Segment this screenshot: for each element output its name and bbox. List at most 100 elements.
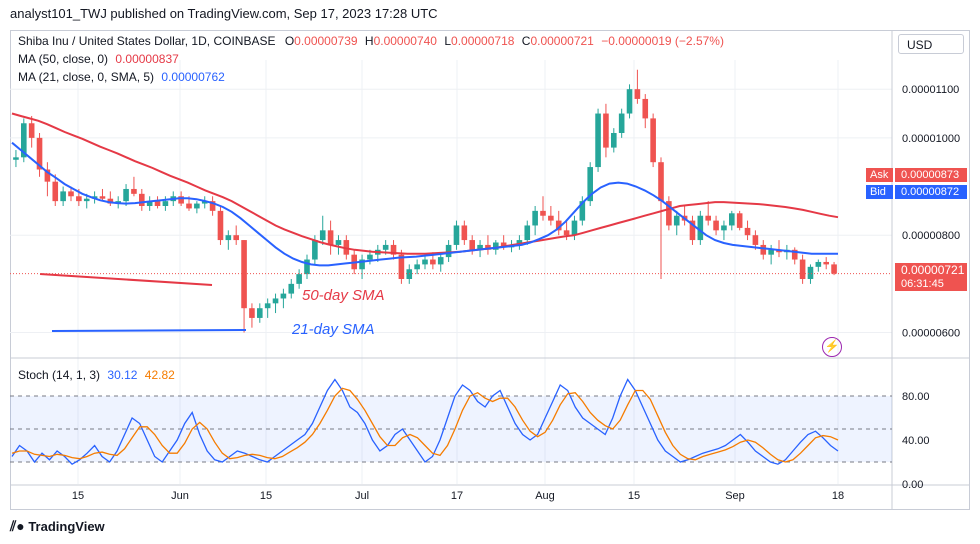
candle-body: [729, 213, 735, 226]
close-label: C: [521, 34, 531, 48]
candle-body: [532, 210, 538, 226]
candle-body: [83, 198, 90, 202]
price-tick-label: 0.00000600: [902, 328, 960, 340]
candle-body: [36, 137, 43, 170]
stoch-k-value: 30.12: [107, 368, 138, 382]
candle-body: [815, 261, 822, 267]
candle-body: [60, 191, 66, 202]
open-label: O: [284, 34, 295, 48]
candle-body: [367, 254, 373, 260]
high-value: 0.00000740: [373, 34, 437, 48]
tradingview-logo[interactable]: ⫽● TradingView: [10, 518, 105, 535]
currency-button[interactable]: USD: [898, 34, 964, 54]
sma21-line: [11, 141, 838, 267]
candle-body: [437, 257, 444, 265]
candle-body: [760, 244, 767, 255]
close-value: 0.00000721: [530, 34, 594, 48]
footer-brand: TradingView: [28, 519, 105, 534]
candle-body: [225, 235, 232, 241]
candle-body: [131, 188, 137, 194]
candle-body: [146, 201, 153, 206]
candle-body: [721, 225, 727, 231]
candle-body: [477, 244, 483, 250]
time-tick-label: 15: [72, 490, 84, 502]
candle-body: [524, 225, 531, 241]
candle-body: [587, 167, 593, 202]
time-tick-label: Jun: [171, 490, 189, 502]
candle-body: [823, 261, 829, 265]
chart-frame: [10, 30, 970, 510]
candle-body: [217, 210, 224, 241]
time-tick-label: Jul: [355, 490, 369, 502]
candle-body: [194, 203, 200, 209]
stoch-tick-label: 80.00: [902, 391, 930, 403]
ma50-label: MA (50, close, 0): [18, 52, 109, 66]
low-label: L: [444, 34, 452, 48]
candle-body: [288, 283, 295, 294]
ma50-legend[interactable]: MA (50, close, 0) 0.00000837: [18, 52, 179, 66]
sma21-annotation: 21-day SMA: [291, 321, 375, 338]
candle-body: [650, 118, 656, 163]
candle-body: [768, 249, 774, 255]
price-tick-label: 0.00001100: [902, 84, 959, 96]
candle-body: [516, 240, 523, 245]
stoch-legend[interactable]: Stoch (14, 1, 3) 30.12 42.82: [18, 368, 175, 382]
candle-body: [272, 298, 279, 304]
candle-body: [445, 244, 452, 258]
candle-body: [642, 98, 649, 119]
time-tick-label: 18: [832, 490, 844, 502]
open-value: 0.00000739: [294, 34, 358, 48]
sma50-line: [11, 112, 839, 255]
candle-body: [453, 225, 460, 245]
candle-body: [422, 259, 428, 265]
candle-countdown: 06:31:45: [895, 277, 967, 291]
red-trendline: [39, 273, 213, 286]
candle-body: [382, 244, 389, 250]
change-value: −0.00000019 (−2.57%): [601, 34, 724, 48]
candle-body: [398, 254, 405, 279]
candle-body: [280, 293, 287, 299]
candle-body: [540, 210, 546, 216]
bid-label: Bid: [866, 185, 893, 199]
candle-body: [469, 240, 475, 250]
tradingview-logo-icon: ⫽●: [10, 518, 25, 534]
ma21-legend[interactable]: MA (21, close, 0, SMA, 5) 0.00000762: [18, 70, 225, 84]
candle-body: [791, 249, 798, 260]
stoch-k-line: [11, 378, 839, 466]
candle-body: [493, 242, 499, 250]
publisher-line: analyst101_TWJ published on TradingView.…: [10, 6, 438, 21]
stoch-d-value: 42.82: [144, 368, 175, 382]
candle-body: [744, 227, 751, 236]
candle-body: [736, 213, 743, 228]
candle-body: [264, 303, 271, 309]
candle-body: [500, 242, 507, 248]
price-legend: Shiba Inu / United States Dollar, 1D, CO…: [18, 34, 724, 48]
bid-value: 0.00000872: [895, 185, 967, 199]
candle-body: [201, 201, 208, 204]
stoch-tick-label: 40.00: [902, 435, 930, 447]
stoch-label: Stoch (14, 1, 3): [18, 368, 101, 382]
symbol-title[interactable]: Shiba Inu / United States Dollar, 1D, CO…: [18, 34, 276, 48]
candle-body: [52, 181, 59, 202]
candle-body: [485, 244, 491, 250]
flash-icon[interactable]: ⚡: [822, 337, 842, 357]
stoch-tick-label: 0.00: [902, 479, 923, 491]
candle-body: [713, 220, 719, 231]
time-tick-label: 15: [260, 490, 272, 502]
ma50-value: 0.00000837: [115, 52, 179, 66]
candle-body: [178, 196, 184, 204]
stoch-d-line: [11, 387, 839, 463]
candle-body: [123, 188, 129, 202]
candle-body: [595, 113, 601, 168]
candle-body: [162, 201, 169, 206]
candle-body: [705, 215, 711, 221]
candle-body: [414, 264, 420, 270]
candle-body: [257, 308, 263, 318]
candle-body: [209, 201, 216, 211]
candle-body: [107, 198, 114, 204]
candle-body: [611, 133, 617, 148]
candle-body: [154, 201, 161, 206]
candle-body: [571, 220, 578, 236]
candle-body: [359, 259, 365, 270]
